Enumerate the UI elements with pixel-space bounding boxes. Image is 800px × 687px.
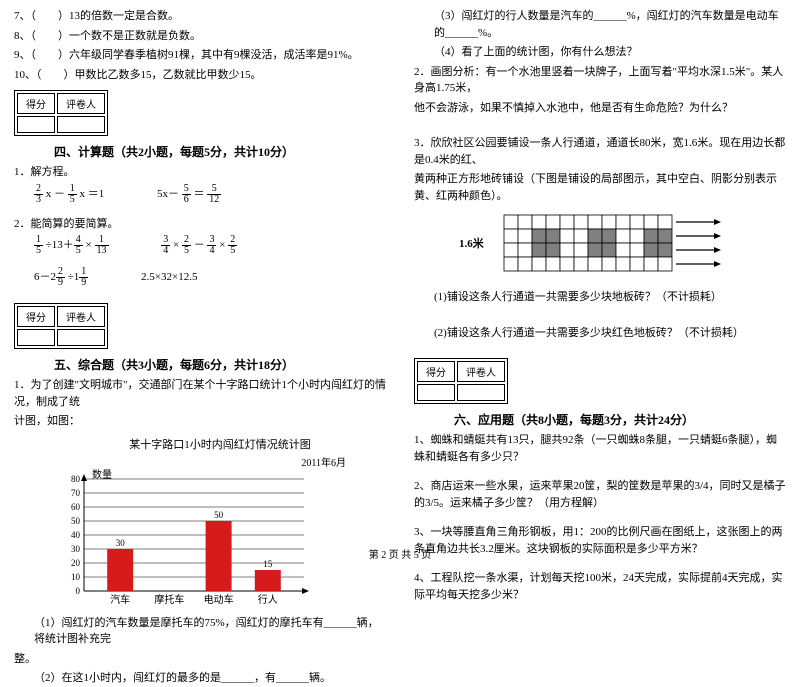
svg-text:行人: 行人 (258, 593, 278, 606)
svg-text:10: 10 (71, 572, 81, 582)
q6-4: 4、工程队挖一条水渠，计划每天挖100米，24天完成，实际提前4天完成，实际平均… (414, 570, 786, 603)
tf-9: 9 (14, 49, 20, 61)
section-6-title: 六、应用题（共8小题，每题3分，共计24分） (454, 411, 786, 428)
svg-text:数量: 数量 (92, 469, 112, 481)
tf-8: 8 (14, 30, 20, 42)
svg-text:60: 60 (71, 502, 81, 512)
chart-svg: 01020304050607080数量30汽车摩托车50电动车15行人 (54, 469, 314, 609)
formula-row-2: 15 ÷13＋45 × 113 34 × 25 － 34 × 25 (34, 235, 386, 264)
score-box-6: 得分评卷人 (414, 358, 508, 404)
q3b: 黄两种正方形地砖铺设（下图是铺设的局部图示，其中空白、阴影分别表示黄、红两种颜色… (414, 171, 786, 204)
tile-diagram: 1.6米 (454, 210, 786, 283)
q4-1: 1．解方程。 (14, 164, 386, 181)
r-top-3: 他不会游泳，如果不慎掉入水池中，他是否有生命危险？为什么？ (414, 100, 786, 117)
q5-sub1b: 整。 (14, 651, 386, 668)
r-top-1: （4）看了上面的统计图，你有什么想法？ (434, 44, 786, 61)
q5-1a: 1．为了创建"文明城市"，交通部门在某个十字路口统计1个小时内闯红灯的情况，制成… (14, 377, 386, 410)
r-top-2: 2．画图分析：有一个水池里竖着一块牌子，上面写着"平均水深1.5米"。某人身高1… (414, 64, 786, 97)
svg-text:70: 70 (71, 488, 81, 498)
q3s2: (2)铺设这条人行通道一共需要多少块红色地板砖？（不计损耗） (434, 325, 786, 342)
q3s1: (1)铺设这条人行通道一共需要多少块地板砖？（不计损耗） (434, 289, 786, 306)
q5-1b: 计图，如图： (14, 413, 386, 430)
svg-text:电动车: 电动车 (204, 593, 234, 606)
svg-text:1.6米: 1.6米 (459, 236, 485, 250)
page-footer: 第 2 页 共 5 页 (0, 546, 800, 561)
q4-2: 2．能简算的要简算。 (14, 216, 386, 233)
r-top-0: （3）闯红灯的行人数量是汽车的______%，闯红灯的汽车数量是电动车的____… (434, 8, 786, 41)
bar-chart: 某十字路口1小时内闯红灯情况统计图 2011年6月 01020304050607… (54, 436, 386, 609)
tf-7: 7 (14, 10, 20, 22)
svg-text:汽车: 汽车 (110, 593, 130, 606)
score-box-4: 得分评卷人 (14, 90, 108, 136)
q6-1: 1、蜘蛛和蜻蜓共有13只，腿共92条（一只蜘蛛8条腿，一只蜻蜓6条腿），蜘蛛和蜻… (414, 432, 786, 465)
svg-text:50: 50 (214, 510, 224, 520)
tf-10: 10 (14, 69, 25, 81)
q5-sub1: （1）闯红灯的汽车数量是摩托车的75%，闯红灯的摩托车有______辆，将统计图… (34, 615, 386, 648)
section-4-title: 四、计算题（共2小题，每题5分，共计10分） (54, 143, 386, 160)
q6-2: 2、商店运来一些水果，运来苹果20筐，梨的筐数是苹果的3/4，同时又是橘子的3/… (414, 478, 786, 511)
formula-row-1: 23 x － 15 x ＝1 5x－ 56 ＝ 512 (34, 184, 386, 213)
svg-text:50: 50 (71, 516, 81, 526)
svg-text:0: 0 (76, 586, 81, 596)
score-box-5: 得分评卷人 (14, 303, 108, 349)
svg-text:80: 80 (71, 474, 81, 484)
svg-text:摩托车: 摩托车 (154, 593, 184, 606)
tf-list: 7、（ ）13的倍数一定是合数。 8、（ ）一个数不是正数就是负数。 9、（ ）… (14, 8, 386, 83)
svg-text:40: 40 (71, 530, 81, 540)
formula-row-3: 6－229 ÷119 2.5×32×12.5 (34, 267, 386, 296)
q5-sub2: （2）在这1小时内，闯红灯的最多的是______，有______辆。 (34, 670, 386, 687)
q3a: 3．欣欣社区公园要铺设一条人行通道，通道长80米，宽1.6米。现在用边长都是0.… (414, 135, 786, 168)
section-5-title: 五、综合题（共3小题，每题6分，共计18分） (54, 356, 386, 373)
